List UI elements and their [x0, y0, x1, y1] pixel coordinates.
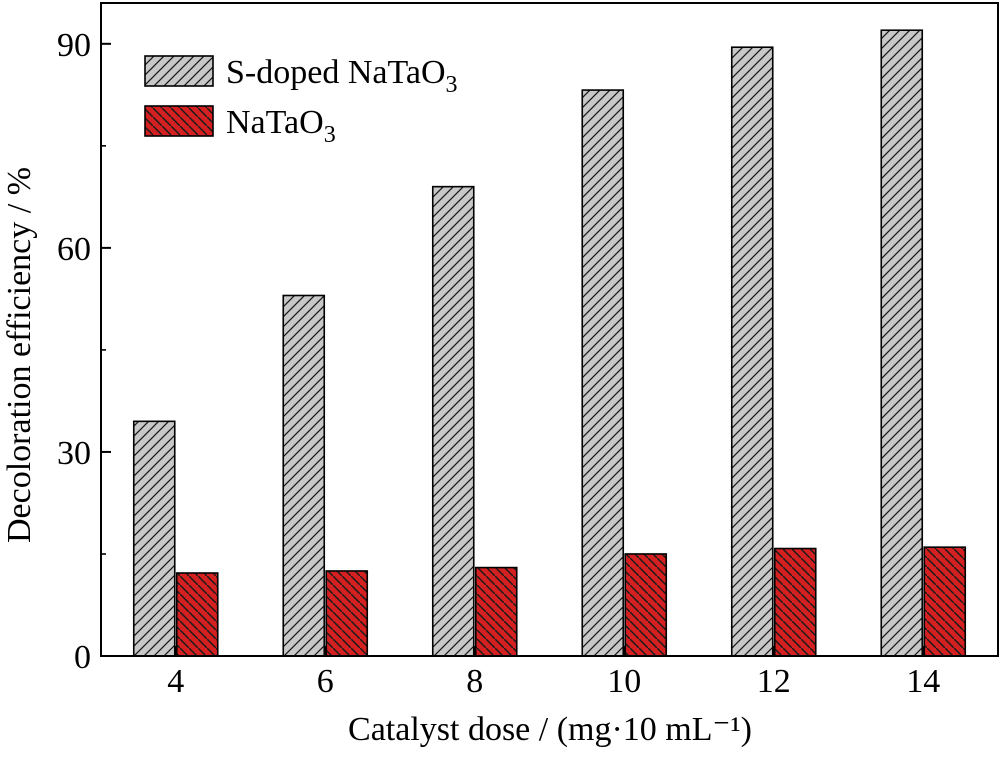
- plot-frame: [100, 2, 999, 657]
- bar-natao3-6: [325, 570, 369, 657]
- tick-labels-group: 0 30 60 90 4 6 8 10 12 14: [57, 27, 940, 700]
- legend: S-doped NaTaO3 NaTaO3: [144, 54, 458, 148]
- y-tick-label-0: 0: [74, 639, 91, 676]
- x-tick-label-6: 6: [317, 663, 334, 700]
- bar-natao3-12: [773, 547, 817, 657]
- x-tick-label-8: 8: [466, 663, 483, 700]
- y-axis-title: Decoloration efficiency / %: [1, 167, 38, 543]
- bar-natao3-4: [175, 572, 219, 657]
- bar-s-doped-6: [282, 294, 326, 657]
- bar-s-doped-8: [431, 185, 475, 657]
- legend-label-natao3: NaTaO3: [226, 104, 336, 148]
- bar-natao3-10: [624, 553, 668, 657]
- bar-natao3-8: [474, 566, 518, 657]
- bar-s-doped-4: [132, 420, 176, 657]
- legend-swatch-natao3: [144, 105, 214, 137]
- y-tick-label-60: 60: [57, 231, 91, 268]
- x-axis-title: Catalyst dose / (mg·10 mL⁻¹): [348, 711, 752, 748]
- bar-s-doped-12: [730, 46, 774, 657]
- legend-swatch-s-doped: [144, 55, 214, 87]
- x-tick-label-14: 14: [906, 663, 940, 700]
- x-tick-label-10: 10: [607, 663, 641, 700]
- x-tick-label-4: 4: [167, 663, 184, 700]
- bar-s-doped-10: [581, 89, 625, 657]
- bar-s-doped-14: [880, 29, 924, 657]
- y-tick-label-30: 30: [57, 435, 91, 472]
- y-tick-label-90: 90: [57, 27, 91, 64]
- legend-label-s-doped: S-doped NaTaO3: [226, 54, 458, 98]
- bar-natao3-14: [923, 546, 967, 657]
- axes-group: [100, 2, 999, 657]
- x-tick-label-12: 12: [757, 663, 791, 700]
